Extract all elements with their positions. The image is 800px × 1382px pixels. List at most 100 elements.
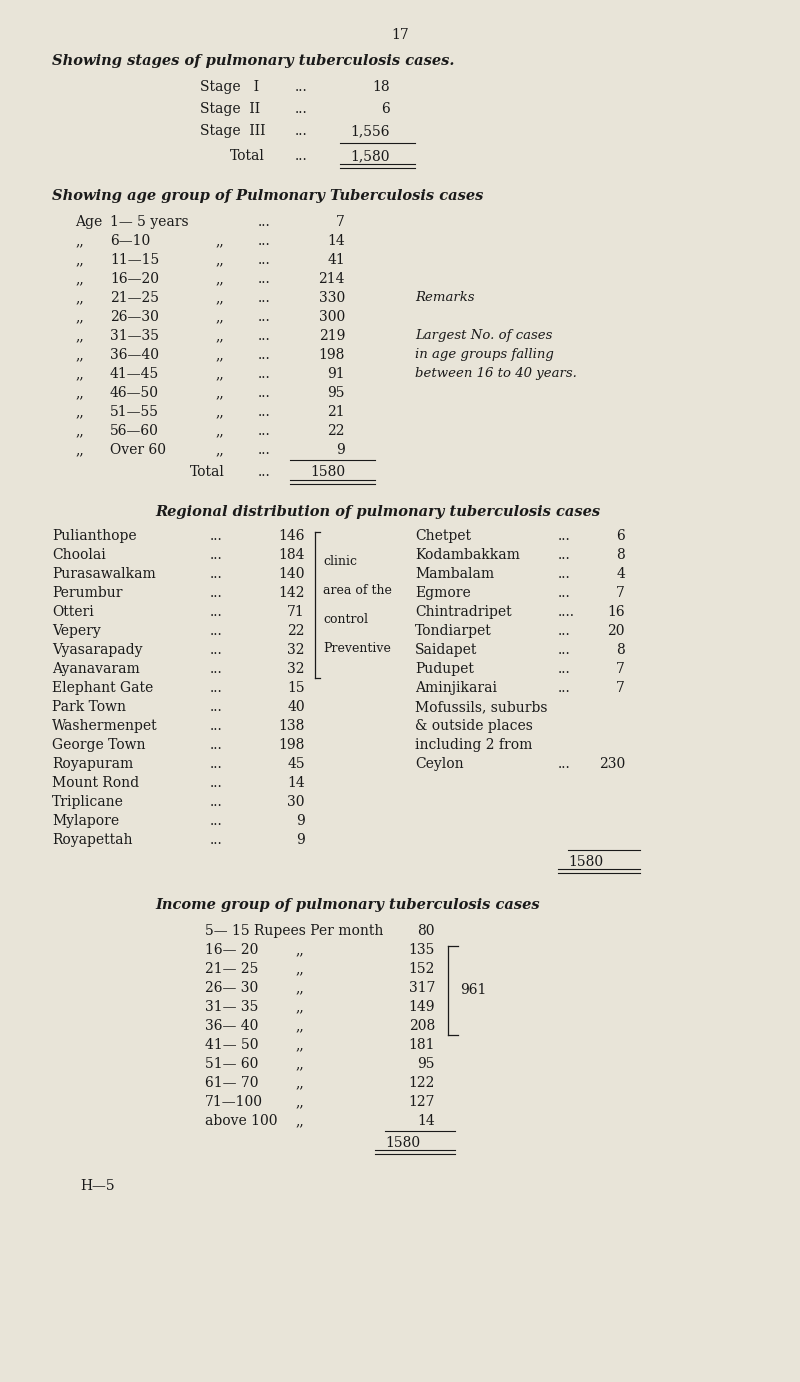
Text: Showing stages of pulmonary tuberculosis cases.: Showing stages of pulmonary tuberculosis… bbox=[52, 54, 454, 68]
Text: ...: ... bbox=[210, 738, 222, 752]
Text: Egmore: Egmore bbox=[415, 586, 470, 600]
Text: ,,: ,, bbox=[295, 1019, 304, 1032]
Text: 1,580: 1,580 bbox=[350, 149, 390, 163]
Text: ,,: ,, bbox=[75, 444, 84, 457]
Text: 56—60: 56—60 bbox=[110, 424, 159, 438]
Text: 21—25: 21—25 bbox=[110, 292, 159, 305]
Text: Income group of pulmonary tuberculosis cases: Income group of pulmonary tuberculosis c… bbox=[155, 898, 540, 912]
Text: ....: .... bbox=[558, 605, 575, 619]
Text: Mount Rond: Mount Rond bbox=[52, 777, 139, 791]
Text: ...: ... bbox=[258, 329, 270, 343]
Text: 219: 219 bbox=[318, 329, 345, 343]
Text: 1— 5 years: 1— 5 years bbox=[110, 216, 189, 229]
Text: ...: ... bbox=[210, 777, 222, 791]
Text: Choolai: Choolai bbox=[52, 549, 106, 562]
Text: & outside places: & outside places bbox=[415, 719, 533, 732]
Text: 26— 30: 26— 30 bbox=[205, 981, 258, 995]
Text: Preventive: Preventive bbox=[323, 643, 391, 655]
Text: ...: ... bbox=[558, 529, 570, 543]
Text: 330: 330 bbox=[318, 292, 345, 305]
Text: 22: 22 bbox=[327, 424, 345, 438]
Text: 181: 181 bbox=[409, 1038, 435, 1052]
Text: ...: ... bbox=[210, 625, 222, 638]
Text: 41— 50: 41— 50 bbox=[205, 1038, 258, 1052]
Text: 198: 198 bbox=[278, 738, 305, 752]
Text: 21— 25: 21— 25 bbox=[205, 962, 258, 976]
Text: Total: Total bbox=[230, 149, 265, 163]
Text: ,,: ,, bbox=[75, 272, 84, 286]
Text: 127: 127 bbox=[409, 1095, 435, 1108]
Text: ...: ... bbox=[258, 310, 270, 323]
Text: 95: 95 bbox=[327, 386, 345, 399]
Text: ...: ... bbox=[258, 234, 270, 247]
Text: ,,: ,, bbox=[215, 234, 224, 247]
Text: ,,: ,, bbox=[215, 405, 224, 419]
Text: 138: 138 bbox=[278, 719, 305, 732]
Text: ...: ... bbox=[210, 701, 222, 714]
Text: 122: 122 bbox=[409, 1077, 435, 1090]
Text: between 16 to 40 years.: between 16 to 40 years. bbox=[415, 368, 577, 380]
Text: 40: 40 bbox=[287, 701, 305, 714]
Text: ,,: ,, bbox=[295, 1095, 304, 1108]
Text: ...: ... bbox=[210, 586, 222, 600]
Text: 9: 9 bbox=[296, 814, 305, 828]
Text: ,,: ,, bbox=[295, 1114, 304, 1128]
Text: 317: 317 bbox=[409, 981, 435, 995]
Text: ,,: ,, bbox=[75, 348, 84, 362]
Text: 6: 6 bbox=[382, 102, 390, 116]
Text: 51—55: 51—55 bbox=[110, 405, 159, 419]
Text: Otteri: Otteri bbox=[52, 605, 94, 619]
Text: ...: ... bbox=[210, 814, 222, 828]
Text: above 100: above 100 bbox=[205, 1114, 278, 1128]
Text: 1,556: 1,556 bbox=[350, 124, 390, 138]
Text: 41: 41 bbox=[327, 253, 345, 267]
Text: ...: ... bbox=[558, 567, 570, 580]
Text: ,,: ,, bbox=[295, 1077, 304, 1090]
Text: Royapuram: Royapuram bbox=[52, 757, 134, 771]
Text: ...: ... bbox=[258, 253, 270, 267]
Text: ,,: ,, bbox=[215, 310, 224, 323]
Text: in age groups falling: in age groups falling bbox=[415, 348, 554, 361]
Text: 149: 149 bbox=[409, 1001, 435, 1014]
Text: 45: 45 bbox=[287, 757, 305, 771]
Text: ...: ... bbox=[295, 149, 308, 163]
Text: ,,: ,, bbox=[75, 386, 84, 399]
Text: Stage   I: Stage I bbox=[200, 80, 259, 94]
Text: 184: 184 bbox=[278, 549, 305, 562]
Text: H—5: H—5 bbox=[80, 1179, 114, 1193]
Text: ...: ... bbox=[210, 529, 222, 543]
Text: ...: ... bbox=[258, 348, 270, 362]
Text: 9: 9 bbox=[296, 833, 305, 847]
Text: Over 60: Over 60 bbox=[110, 444, 166, 457]
Text: 208: 208 bbox=[409, 1019, 435, 1032]
Text: 146: 146 bbox=[278, 529, 305, 543]
Text: 1580: 1580 bbox=[385, 1136, 420, 1150]
Text: 36— 40: 36— 40 bbox=[205, 1019, 258, 1032]
Text: 8: 8 bbox=[616, 549, 625, 562]
Text: ...: ... bbox=[210, 662, 222, 676]
Text: 16—20: 16—20 bbox=[110, 272, 159, 286]
Text: Regional distribution of pulmonary tuberculosis cases: Regional distribution of pulmonary tuber… bbox=[155, 504, 600, 520]
Text: ,,: ,, bbox=[215, 348, 224, 362]
Text: Stage  II: Stage II bbox=[200, 102, 260, 116]
Text: 22: 22 bbox=[287, 625, 305, 638]
Text: 198: 198 bbox=[318, 348, 345, 362]
Text: ,,: ,, bbox=[75, 405, 84, 419]
Text: ,,: ,, bbox=[215, 444, 224, 457]
Text: ...: ... bbox=[210, 795, 222, 808]
Text: ...: ... bbox=[558, 625, 570, 638]
Text: Vyasarapady: Vyasarapady bbox=[52, 643, 142, 656]
Text: Mofussils, suburbs: Mofussils, suburbs bbox=[415, 701, 547, 714]
Text: 14: 14 bbox=[287, 777, 305, 791]
Text: control: control bbox=[323, 614, 368, 626]
Text: 6—10: 6—10 bbox=[110, 234, 150, 247]
Text: ,,: ,, bbox=[215, 386, 224, 399]
Text: ,,: ,, bbox=[295, 1057, 304, 1071]
Text: 71—100: 71—100 bbox=[205, 1095, 263, 1108]
Text: Stage  III: Stage III bbox=[200, 124, 266, 138]
Text: Purasawalkam: Purasawalkam bbox=[52, 567, 156, 580]
Text: ,,: ,, bbox=[75, 424, 84, 438]
Text: 1580: 1580 bbox=[568, 855, 603, 869]
Text: 61— 70: 61— 70 bbox=[205, 1077, 258, 1090]
Text: 14: 14 bbox=[327, 234, 345, 247]
